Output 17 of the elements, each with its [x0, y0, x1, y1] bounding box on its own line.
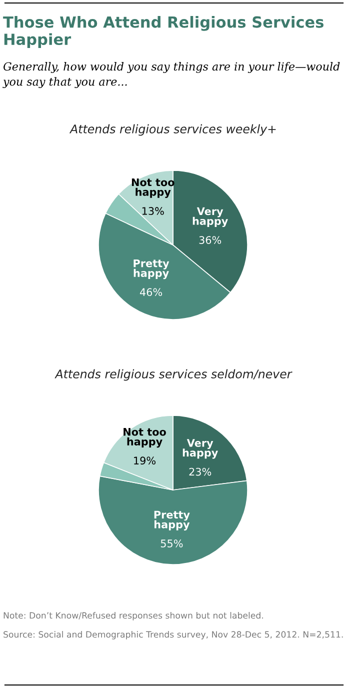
slice-label: Not too happy — [124, 428, 166, 448]
slice-label: Pretty happy — [154, 510, 190, 530]
chart-title: Attends religious services weekly+ — [69, 124, 276, 136]
text: Note: Don’t Know/Refused responses shown but not labeled. — [4, 612, 263, 620]
text: Generally, how would you say things are in your life—would you say that you are... — [2, 62, 340, 88]
slice-label: Very happy — [182, 439, 218, 459]
source-note: Source: Social and Demographic Trends survey, Nov 28-Dec 5, 2012. N=2,511. — [4, 631, 343, 640]
data-label: 36% — [199, 236, 222, 244]
data-label: 19% — [134, 456, 156, 465]
data-label: 23% — [189, 468, 212, 476]
data-label: 55% — [160, 540, 183, 548]
data-label: 13% — [142, 207, 164, 215]
slice-label: Pretty happy — [134, 259, 170, 280]
text: Those Who Attend Religious Services Happier — [3, 16, 324, 48]
chart-title: Attends religious services seldom/never — [54, 369, 292, 381]
slice-label: Very happy — [192, 207, 228, 228]
data-label: 46% — [140, 288, 162, 296]
